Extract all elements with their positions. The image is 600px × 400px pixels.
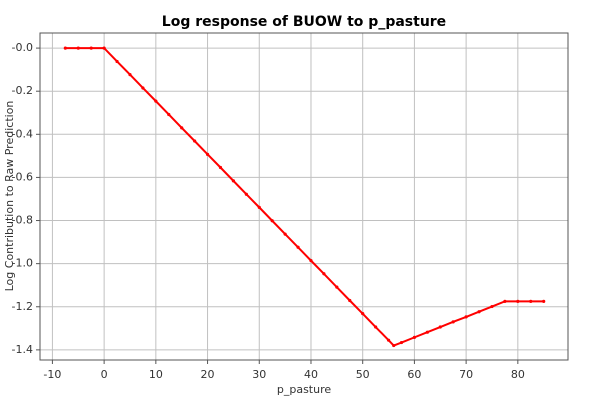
x-tick-label: 50 [356, 368, 370, 381]
point [180, 126, 184, 130]
point [438, 325, 442, 329]
point [451, 320, 455, 324]
point [76, 46, 80, 50]
point [425, 330, 429, 334]
y-axis-label: Log Contribution to Raw Prediction [3, 101, 16, 292]
point [244, 192, 248, 196]
point [529, 299, 533, 303]
point [167, 112, 171, 117]
point [218, 165, 223, 170]
point [128, 73, 132, 77]
point [374, 325, 378, 329]
point [386, 338, 391, 342]
point [63, 46, 67, 50]
plot-frame [39, 32, 569, 361]
x-tick-label: 60 [407, 368, 421, 381]
y-tick-label: -0.0 [12, 41, 33, 54]
point [154, 99, 158, 103]
point [322, 272, 326, 276]
x-axis-label: p_pasture [277, 383, 332, 396]
point [335, 285, 339, 289]
point [193, 139, 197, 143]
point [503, 299, 507, 303]
line [65, 47, 544, 347]
point [89, 46, 93, 50]
point [348, 298, 352, 303]
point [231, 179, 236, 183]
x-tick-label: 0 [101, 368, 108, 381]
chart-title: Log response of BUOW to p_pasture [162, 14, 446, 30]
y-tick-label: -0.6 [12, 170, 33, 183]
point [412, 335, 417, 339]
point [102, 46, 106, 50]
x-tick-label: 70 [459, 368, 473, 381]
x-tick-label: 10 [149, 368, 163, 381]
y-tick-label: -0.2 [12, 84, 33, 97]
point [257, 205, 261, 209]
point [283, 232, 287, 236]
x-tick-label: 40 [304, 368, 318, 381]
point [309, 259, 313, 263]
point [270, 219, 274, 223]
point [464, 315, 468, 319]
y-tick-label: -1.2 [12, 300, 33, 313]
point [205, 152, 210, 156]
point [296, 245, 300, 249]
x-tick-label: 20 [201, 368, 215, 381]
point [392, 343, 396, 348]
point [516, 299, 520, 303]
x-tick-label: 30 [252, 368, 266, 381]
y-tick-label: -1.0 [12, 257, 33, 270]
point [477, 310, 481, 314]
y-tick-label: -0.8 [12, 214, 33, 227]
point [399, 340, 404, 345]
y-tick-label: -1.4 [12, 343, 33, 356]
y-tick-label: -0.4 [12, 127, 33, 140]
point [141, 86, 145, 90]
x-tick-label: -10 [43, 368, 61, 381]
point [490, 304, 494, 309]
point [542, 299, 546, 303]
point [361, 312, 365, 316]
x-tick-label: 80 [511, 368, 525, 381]
point [115, 59, 119, 64]
